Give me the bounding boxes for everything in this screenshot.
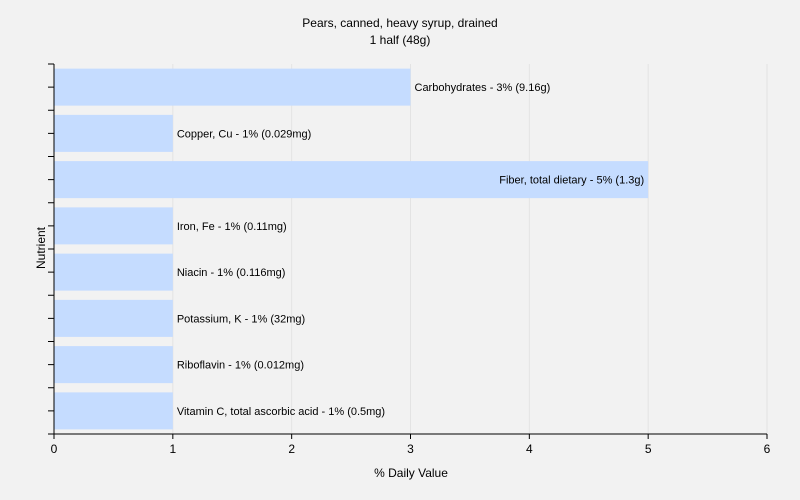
axes: 0 1 2 3 4 5 6 [48, 63, 771, 456]
bar-label: Carbohydrates - 3% (9.16g) [415, 82, 551, 94]
bar [54, 207, 173, 245]
x-tick-label: 3 [407, 442, 414, 456]
bar [54, 346, 173, 384]
x-tick-label: 2 [288, 442, 295, 456]
bar [54, 161, 649, 199]
y-axis-label: Nutrient [34, 226, 48, 269]
bar-label: Potassium, K - 1% (32mg) [177, 313, 305, 325]
x-axis-label: % Daily Value [374, 466, 448, 480]
bar-label: Copper, Cu - 1% (0.029mg) [177, 128, 312, 140]
x-tick-label: 5 [645, 442, 652, 456]
chart-title: Pears, canned, heavy syrup, drained [302, 16, 497, 30]
x-tick-label: 4 [526, 442, 533, 456]
x-tick-label: 0 [51, 442, 58, 456]
grid-lines [172, 64, 768, 434]
bar-label: Niacin - 1% (0.116mg) [177, 267, 286, 279]
bars: Carbohydrates - 3% (9.16g) Copper, Cu - 1… [54, 68, 649, 430]
x-tick-label: 1 [169, 442, 176, 456]
x-tick-label: 6 [764, 442, 771, 456]
bar [54, 392, 173, 430]
bar-label: Fiber, total dietary - 5% (1.3g) [499, 175, 644, 187]
bar-label: Vitamin C, total ascorbic acid - 1% (0.5… [177, 406, 385, 418]
bar-label: Iron, Fe - 1% (0.11mg) [177, 221, 287, 233]
bar [54, 114, 173, 152]
bar [54, 68, 411, 106]
bar [54, 299, 173, 337]
bar [54, 253, 173, 291]
chart-subtitle: 1 half (48g) [370, 33, 431, 47]
bar-label: Riboflavin - 1% (0.012mg) [177, 360, 304, 372]
